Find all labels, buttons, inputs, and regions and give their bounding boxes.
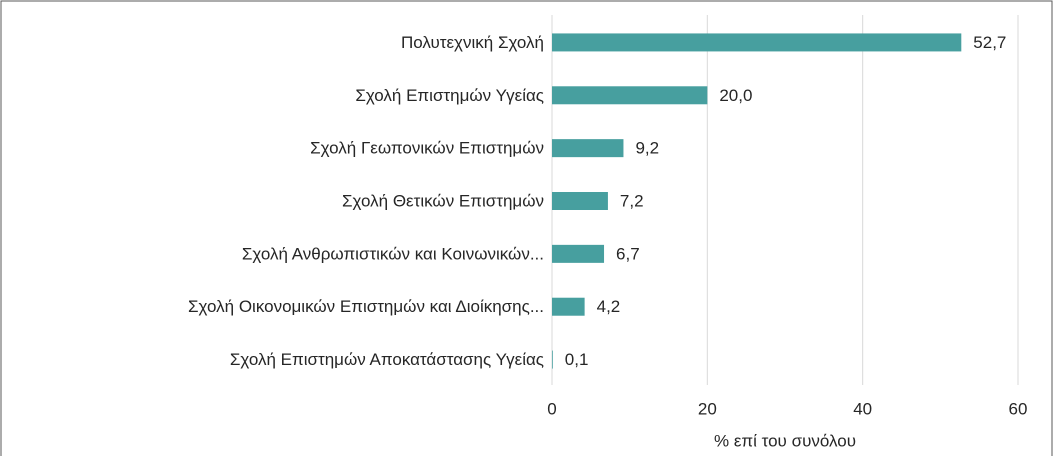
x-axis-label: % επί του συνόλου [714,431,856,450]
data-label: 6,7 [616,244,640,263]
y-tick-label: Σχολή Ανθρωπιστικών και Κοινωνικών... [242,244,544,263]
bar [552,86,708,105]
y-tick-label: Σχολή Επιστημών Υγείας [355,86,544,105]
bar [552,297,585,316]
bar [552,192,608,210]
bar [552,350,553,369]
y-tick-label: Σχολή Γεωπονικών Επιστημών [310,139,544,158]
data-label: 7,2 [620,191,644,210]
x-tick-label: 20 [698,399,717,418]
y-tick-label: Πολυτεχνική Σχολή [401,33,544,52]
data-label: 52,7 [973,33,1006,52]
data-label: 20,0 [719,86,752,105]
data-label: 9,2 [635,139,659,158]
y-tick-label: Σχολή Θετικών Επιστημών [342,191,544,210]
bar [552,33,962,52]
x-tick-label: 0 [547,399,556,418]
y-tick-label: Σχολή Οικονομικών Επιστημών και Διοίκηση… [188,297,544,316]
x-tick-label: 60 [1009,399,1028,418]
y-tick-label: Σχολή Επιστημών Αποκατάστασης Υγείας [230,350,544,369]
bar [552,244,605,263]
data-label: 4,2 [597,297,621,316]
x-tick-label: 40 [853,399,872,418]
bar [552,139,624,158]
data-label: 0,1 [565,350,589,369]
